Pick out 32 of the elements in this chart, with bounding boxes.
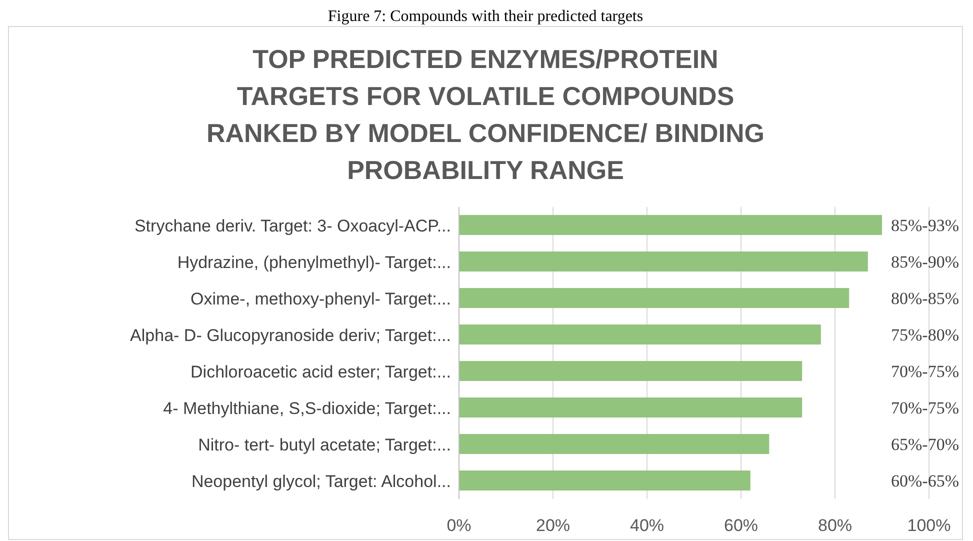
- annotation: 60%-65%: [891, 472, 959, 491]
- bar: [459, 215, 882, 236]
- x-tick-label: 20%: [536, 516, 570, 536]
- bar: [459, 361, 802, 382]
- y-tick-label: Dichloroacetic acid ester; Target:...: [190, 362, 451, 382]
- y-tick-label: 4- Methylthiane, S,S-dioxide; Target:...: [163, 398, 451, 418]
- annotation: 85%-93%: [891, 216, 959, 236]
- y-tick-label: Hydrazine, (phenylmethyl)- Target:...: [177, 252, 451, 272]
- bar: [459, 470, 750, 491]
- annotation: 65%-70%: [891, 435, 959, 454]
- y-tick-label: Alpha- D- Glucopyranoside deriv; Target:...: [130, 326, 451, 345]
- x-tick-label: 60%: [724, 516, 758, 536]
- x-tick-label: 100%: [907, 516, 951, 536]
- x-tick-label: 80%: [818, 516, 852, 536]
- caption: Figure 7: Compounds with their predicted targets: [326, 8, 644, 26]
- annotation: 70%-75%: [891, 362, 959, 382]
- x-tick-label: 40%: [630, 516, 664, 536]
- chart-title: TOP PREDICTED ENZYMES/PROTEIN TARGETS FOR VOLATILE COMPOUNDS RANKED BY MODEL CONFIDENCE/ BINDING PROBABILITY RANGE: [206, 43, 766, 187]
- y-tick-label: Neopentyl glycol; Target: Alcohol...: [191, 472, 451, 491]
- annotation: 80%-85%: [891, 289, 959, 308]
- y-tick-label: Nitro- tert- butyl acetate; Target:...: [198, 435, 451, 454]
- x-tick-label: 0%: [446, 516, 472, 536]
- bar: [459, 398, 802, 418]
- bar: [459, 434, 770, 454]
- y-tick-label: Oxime-, methoxy-phenyl- Target:...: [190, 289, 451, 308]
- annotation: 70%-75%: [891, 398, 959, 418]
- annotation: 85%-90%: [891, 252, 959, 272]
- bar: [459, 324, 821, 345]
- bar: [459, 288, 850, 308]
- y-tick-label: Strychane deriv. Target: 3- Oxoacyl-ACP...: [134, 216, 451, 236]
- bar: [459, 252, 868, 272]
- annotation: 75%-80%: [891, 326, 959, 345]
